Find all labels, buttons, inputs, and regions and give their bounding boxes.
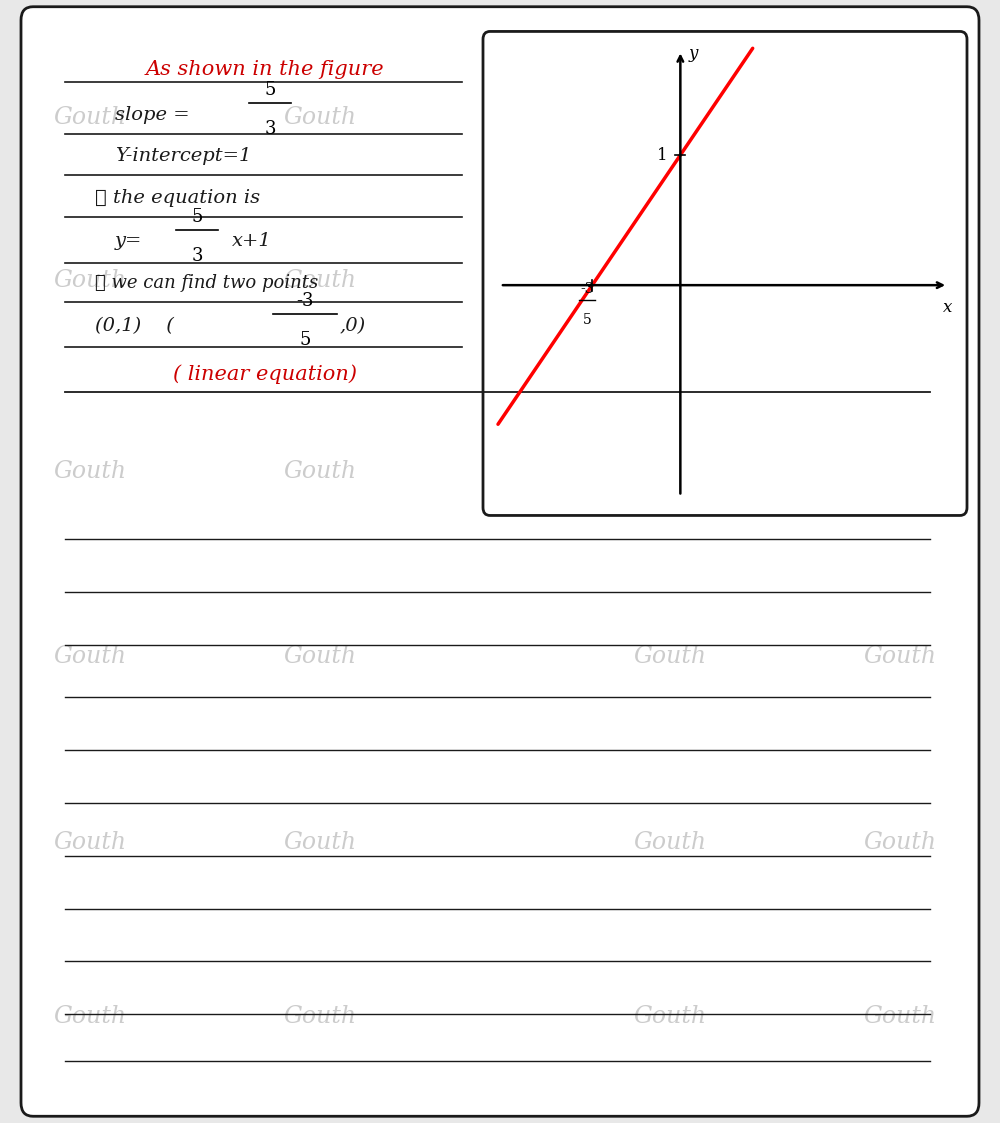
Text: y=: y= — [115, 232, 142, 250]
Text: Gouth: Gouth — [53, 1005, 127, 1028]
Text: Gouth: Gouth — [283, 107, 357, 129]
Text: 3: 3 — [191, 247, 203, 265]
Text: Gouth: Gouth — [53, 831, 127, 853]
Text: Gouth: Gouth — [863, 460, 937, 483]
Text: Gouth: Gouth — [53, 460, 127, 483]
FancyBboxPatch shape — [483, 31, 967, 515]
Text: Gouth: Gouth — [863, 646, 937, 668]
Text: 1: 1 — [657, 147, 667, 164]
Text: Gouth: Gouth — [863, 270, 937, 292]
Text: Gouth: Gouth — [863, 1005, 937, 1028]
Text: Gouth: Gouth — [633, 1005, 707, 1028]
Text: Gouth: Gouth — [283, 831, 357, 853]
Text: Gouth: Gouth — [633, 107, 707, 129]
Text: x: x — [943, 299, 952, 316]
Text: Gouth: Gouth — [283, 460, 357, 483]
Text: Gouth: Gouth — [53, 107, 127, 129]
Text: Gouth: Gouth — [633, 646, 707, 668]
Text: 5: 5 — [264, 81, 276, 99]
Text: -3: -3 — [580, 282, 594, 296]
Text: ∴ the equation is: ∴ the equation is — [95, 189, 260, 207]
Text: Gouth: Gouth — [283, 646, 357, 668]
Text: Gouth: Gouth — [53, 646, 127, 668]
Text: ,0): ,0) — [340, 317, 366, 335]
Text: (0,1)    (: (0,1) ( — [95, 317, 174, 335]
Text: As shown in the figure: As shown in the figure — [146, 60, 384, 79]
FancyBboxPatch shape — [21, 7, 979, 1116]
Text: 3: 3 — [264, 120, 276, 138]
Text: 5: 5 — [583, 313, 592, 327]
Text: Gouth: Gouth — [283, 1005, 357, 1028]
Text: Gouth: Gouth — [283, 270, 357, 292]
Text: Gouth: Gouth — [53, 270, 127, 292]
Text: -3: -3 — [296, 292, 314, 310]
Text: Gouth: Gouth — [863, 107, 937, 129]
Text: y: y — [688, 45, 698, 62]
Text: 5: 5 — [299, 331, 311, 349]
Text: ( linear equation): ( linear equation) — [173, 364, 357, 384]
Text: Gouth: Gouth — [633, 270, 707, 292]
Text: 5: 5 — [191, 208, 203, 226]
Text: Gouth: Gouth — [633, 831, 707, 853]
Text: Gouth: Gouth — [633, 460, 707, 483]
Text: Gouth: Gouth — [863, 831, 937, 853]
Text: x+1: x+1 — [232, 232, 272, 250]
Text: slope =: slope = — [115, 106, 196, 124]
Text: Y-intercept=1: Y-intercept=1 — [115, 147, 251, 165]
Text: ∴ we can find two points: ∴ we can find two points — [95, 274, 318, 292]
